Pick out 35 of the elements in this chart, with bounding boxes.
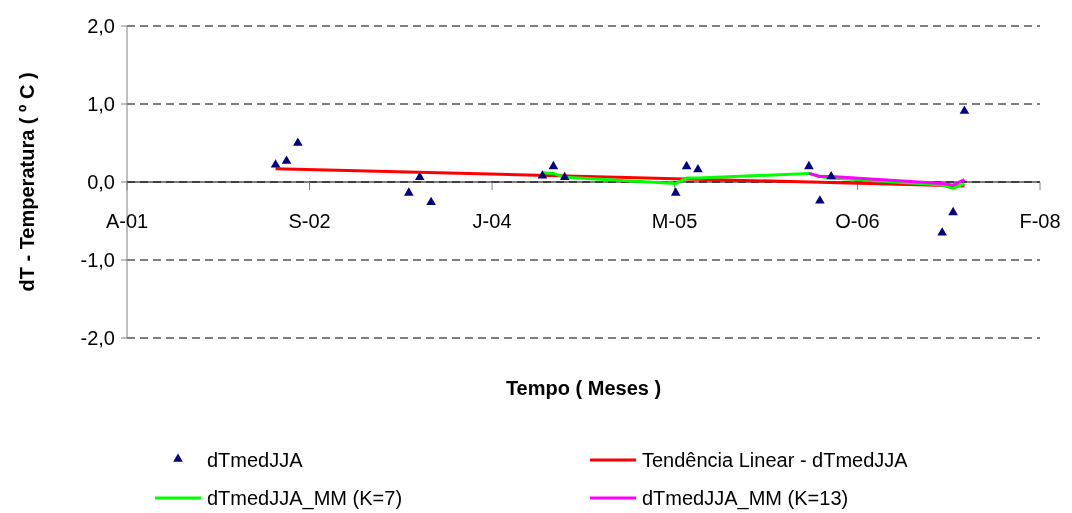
legend-label: Tendência Linear - dTmedJJA xyxy=(642,449,909,471)
legend-label: dTmedJJA xyxy=(207,449,304,471)
y-tick-label: 0,0 xyxy=(87,171,115,193)
line-series xyxy=(807,171,966,187)
point xyxy=(404,187,414,196)
point xyxy=(693,163,703,173)
point xyxy=(537,170,548,179)
point xyxy=(559,171,570,181)
x-axis-title: Tempo ( Meses ) xyxy=(505,377,662,399)
x-tick-label: O-06 xyxy=(835,210,880,232)
y-tick-label: 2,0 xyxy=(87,15,115,37)
y-tick-label: -2,0 xyxy=(80,327,115,349)
legend-label: dTmedJJA_MM (K=13) xyxy=(642,487,849,510)
point xyxy=(804,160,814,170)
point xyxy=(548,160,559,170)
point xyxy=(670,187,681,196)
point xyxy=(426,196,436,206)
point xyxy=(948,206,958,216)
x-tick-label: F-08 xyxy=(1019,210,1061,232)
x-tick-label: J-04 xyxy=(472,210,512,232)
x-tick-label: M-05 xyxy=(651,210,698,232)
y-tick-label: 1,0 xyxy=(87,93,115,115)
x-tick-label: S-02 xyxy=(288,210,331,232)
point xyxy=(681,160,692,170)
y-axis-title: dT - Temperatura ( º C ) xyxy=(16,72,38,292)
point xyxy=(826,170,836,180)
x-tick-label: A-01 xyxy=(105,210,149,232)
point xyxy=(293,137,303,146)
point xyxy=(937,227,947,236)
point xyxy=(414,171,425,181)
y-tick-label: -1,0 xyxy=(80,249,115,271)
point xyxy=(959,105,970,114)
legend-label: dTmedJJA_MM (K=7) xyxy=(207,487,403,510)
point xyxy=(270,159,281,168)
point xyxy=(281,155,292,164)
